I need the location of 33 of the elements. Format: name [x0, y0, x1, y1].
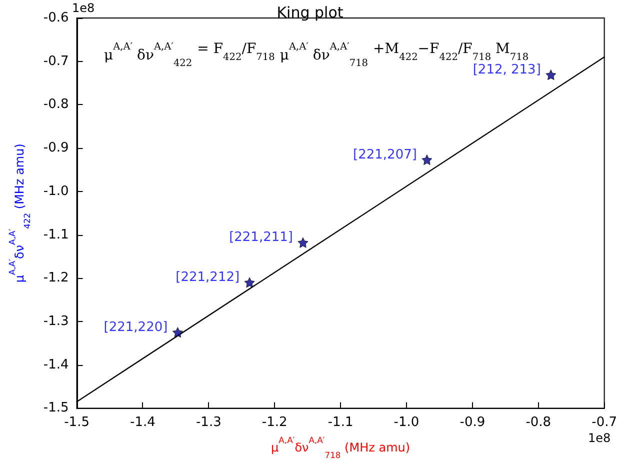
- annotation: [212, 213]: [472, 62, 541, 78]
- y-tick-label: -0.9: [43, 140, 69, 156]
- x-tick-label: -1.1: [328, 415, 354, 430]
- y-tick-label: -0.7: [43, 54, 69, 69]
- y-tick-label: -1.0: [43, 184, 69, 199]
- point: [546, 70, 556, 80]
- text: 1e8: [72, 1, 95, 15]
- y-tick-label: -1.4: [43, 357, 69, 372]
- annotation: [221,211]: [229, 230, 293, 246]
- y-tick-label: -1.2: [43, 270, 69, 286]
- x-tick-label: -1.0: [394, 415, 420, 430]
- y-tick-label: -1.5: [43, 400, 69, 416]
- y-tick-label: -0.8: [43, 97, 69, 112]
- text: 1e8: [588, 431, 611, 445]
- x-tick-label: -1.5: [64, 415, 90, 430]
- x-tick-label: -0.7: [592, 415, 618, 430]
- y-tick-label: -1.1: [43, 227, 69, 242]
- x-tick-label: -0.9: [460, 415, 486, 430]
- annotation: [221,207]: [353, 147, 417, 162]
- y-axis-title: μA,A′δνA,A′422 (MHz amu): [7, 144, 32, 283]
- annotation: [221,220]: [104, 320, 168, 335]
- annotation: [221,212]: [176, 270, 240, 285]
- y-tick-label: -0.6: [43, 10, 69, 26]
- x-tick-label: -1.2: [262, 415, 288, 430]
- point: [422, 154, 432, 166]
- y-tick-label: -1.3: [43, 314, 69, 329]
- chart-title: King plot: [276, 4, 344, 22]
- x-tick-label: -1.3: [196, 415, 222, 430]
- point: [298, 237, 308, 248]
- x-tick-label: -0.8: [526, 415, 552, 430]
- point: [244, 277, 255, 288]
- point: [172, 327, 183, 338]
- x-tick-label: -1.4: [130, 415, 156, 430]
